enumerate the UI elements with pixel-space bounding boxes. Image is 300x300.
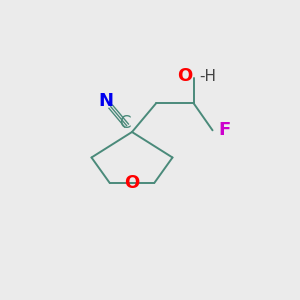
Text: C: C: [119, 114, 130, 132]
Text: O: O: [177, 67, 192, 85]
Text: F: F: [218, 121, 230, 139]
Text: -H: -H: [199, 69, 216, 84]
Text: O: O: [124, 174, 140, 192]
Text: N: N: [98, 92, 113, 110]
